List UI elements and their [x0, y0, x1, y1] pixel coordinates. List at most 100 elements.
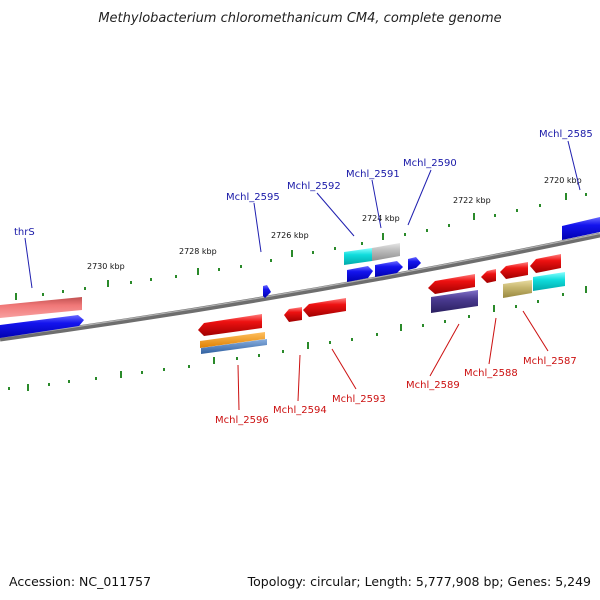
tick-mark [334, 247, 336, 250]
feature-cds-Mchl_2588[interactable] [481, 269, 496, 283]
forward-strand-features [0, 217, 600, 338]
feature-cds-thrS[interactable] [0, 315, 84, 338]
gene-label-Mchl_2596[interactable]: Mchl_2596 [215, 415, 269, 426]
feature-cds-Mchl_2590-arrow[interactable] [408, 257, 421, 270]
feature-cds-Mchl_2596[interactable] [198, 314, 262, 336]
tick-mark [515, 305, 517, 308]
tick-mark [188, 365, 190, 368]
feature-Mchl_2587-cyan[interactable] [533, 272, 565, 291]
feature-cds-Mchl_2594[interactable] [284, 307, 302, 322]
tick-mark [494, 214, 496, 217]
tick-mark-major [107, 280, 109, 287]
feature-Mchl_2596-orange[interactable] [200, 332, 265, 348]
genome-backbone-highlight [0, 232, 600, 339]
feature-cds-Mchl_2591-arrow[interactable] [375, 261, 403, 277]
feature-cds-Mchl_2589[interactable] [428, 274, 475, 294]
tick-mark [537, 300, 539, 303]
tick-mark-major [120, 371, 122, 378]
tick-mark [539, 204, 541, 207]
tick-label: 2720 kbp [544, 176, 582, 185]
lower-tick-track [8, 286, 587, 391]
tick-mark [240, 265, 242, 268]
gene-label-Mchl_2594[interactable]: Mchl_2594 [273, 405, 327, 416]
upper-tick-track [15, 193, 587, 300]
feature-cds-Mchl_2592-arrow[interactable] [347, 266, 373, 282]
tick-mark [95, 377, 97, 380]
tick-mark [48, 383, 50, 386]
gene-label-Mchl_2593[interactable]: Mchl_2593 [332, 394, 386, 405]
tick-mark-major [197, 268, 199, 275]
tick-mark [444, 320, 446, 323]
tick-mark [404, 233, 406, 236]
callout-line-Mchl_2595 [253, 202, 262, 253]
feature-cds-Mchl_2587-a[interactable] [500, 262, 528, 279]
gene-label-Mchl_2585[interactable]: Mchl_2585 [539, 129, 593, 140]
feature-cds-Mchl_2593[interactable] [303, 298, 346, 317]
gene-label-Mchl_2592[interactable]: Mchl_2592 [287, 181, 341, 192]
gene-label-Mchl_2587[interactable]: Mchl_2587 [523, 356, 577, 367]
feature-Mchl_2591-grey[interactable] [372, 243, 400, 261]
tick-mark [8, 387, 10, 390]
tick-mark [68, 380, 70, 383]
callout-line-Mchl_2587 [522, 310, 549, 352]
tick-label: 2722 kbp [453, 196, 491, 205]
tick-mark [351, 338, 353, 341]
tick-mark [329, 341, 331, 344]
genome-backbone [0, 232, 600, 342]
feature-Mchl_2588-khaki[interactable] [503, 280, 532, 298]
gene-label-thrS[interactable]: thrS [14, 227, 35, 238]
feature-cds-Mchl_2585[interactable] [562, 217, 600, 240]
tick-mark [448, 224, 450, 227]
tick-mark-major [27, 384, 29, 391]
gene-label-Mchl_2595[interactable]: Mchl_2595 [226, 192, 280, 203]
feature-cds-Mchl_2595[interactable] [263, 285, 271, 298]
callout-line-Mchl_2590 [407, 169, 432, 226]
callout-line-Mchl_2585 [567, 140, 581, 191]
callout-line-Mchl_2594 [297, 354, 301, 402]
tick-mark-major [15, 293, 17, 300]
tick-mark [84, 287, 86, 290]
tick-mark [468, 315, 470, 318]
tick-mark-major [585, 286, 587, 293]
tick-mark [258, 354, 260, 357]
callout-line-Mchl_2588 [488, 317, 497, 365]
tick-mark [175, 275, 177, 278]
tick-mark [42, 293, 44, 296]
tick-mark-major [565, 193, 567, 200]
tick-label: 2730 kbp [87, 262, 125, 271]
callout-line-Mchl_2591 [371, 179, 382, 229]
tick-label: 2724 kbp [362, 214, 400, 223]
tick-mark-major [213, 357, 215, 364]
tick-mark [312, 251, 314, 254]
callout-line-Mchl_2596 [237, 364, 240, 411]
tick-mark-major [307, 342, 309, 349]
feature-Mchl_2596-steel[interactable] [201, 339, 267, 354]
callout-line-Mchl_2593 [331, 348, 357, 390]
tick-mark [361, 242, 363, 245]
feature-Mchl_2589-slate[interactable] [431, 290, 478, 313]
feature-rna-thrS[interactable] [0, 297, 82, 318]
tick-mark [236, 357, 238, 360]
tick-mark [141, 371, 143, 374]
tick-label: 2728 kbp [179, 247, 217, 256]
tick-mark [426, 229, 428, 232]
callout-line-Mchl_2589 [429, 323, 460, 377]
gene-label-Mchl_2591[interactable]: Mchl_2591 [346, 169, 400, 180]
tick-mark [270, 259, 272, 262]
gene-label-Mchl_2590[interactable]: Mchl_2590 [403, 158, 457, 169]
feature-cds-Mchl_2587-b[interactable] [530, 254, 561, 273]
callout-line-Mchl_2592 [316, 192, 355, 237]
map-title: Methylobacterium chloromethanicum CM4, c… [98, 11, 501, 26]
feature-Mchl_2592[interactable] [344, 248, 372, 265]
reverse-strand-features [198, 254, 565, 354]
tick-mark [130, 281, 132, 284]
gene-label-Mchl_2588[interactable]: Mchl_2588 [464, 368, 518, 379]
gene-label-Mchl_2589[interactable]: Mchl_2589 [406, 380, 460, 391]
tick-mark [218, 268, 220, 271]
tick-mark [585, 193, 587, 196]
genome-summary-text: Topology: circular; Length: 5,777,908 bp… [247, 574, 591, 589]
tick-mark [422, 324, 424, 327]
accession-text: Accession: NC_011757 [9, 574, 151, 589]
